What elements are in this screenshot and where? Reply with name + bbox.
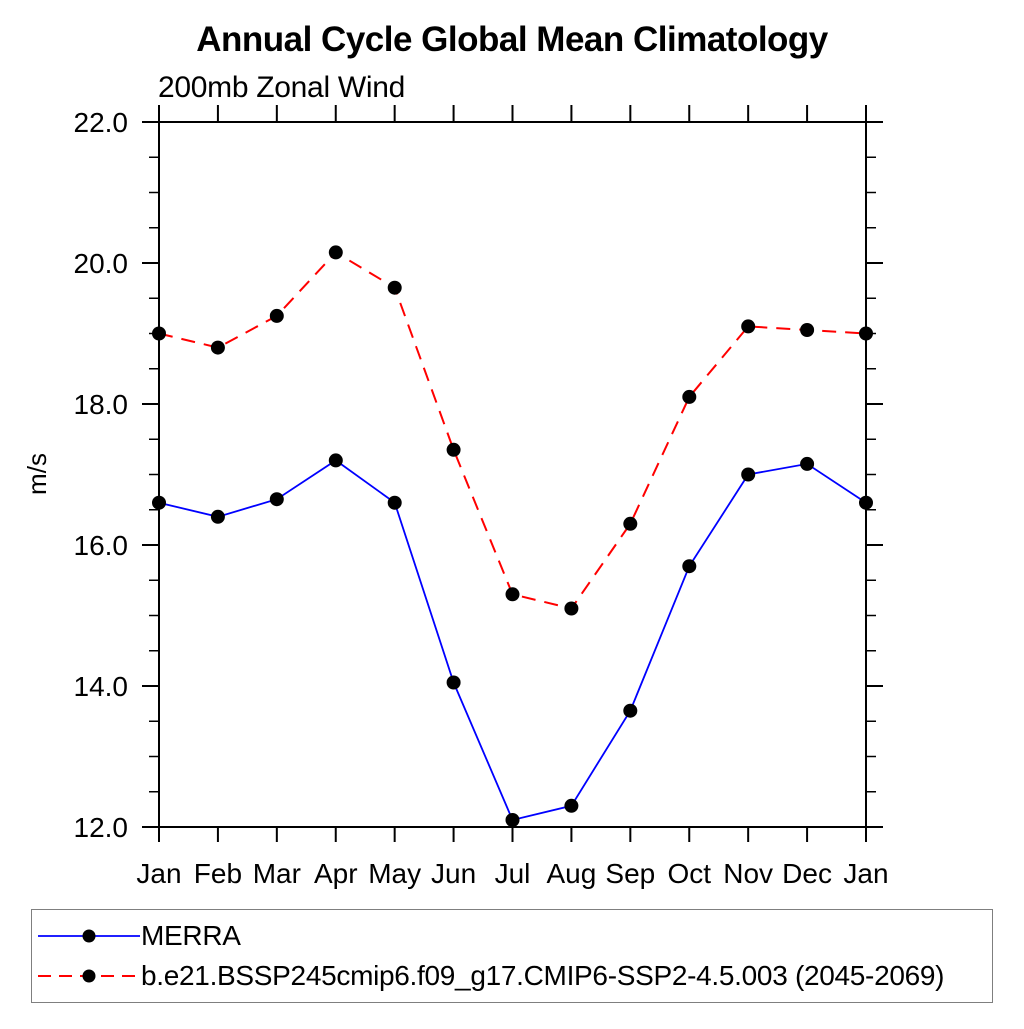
y-tick-label: 18.0 [74,389,129,420]
legend-label: b.e21.BSSP245cmip6.f09_g17.CMIP6-SSP2-4.… [141,960,945,991]
y-tick-label: 14.0 [74,671,129,702]
data-point [505,813,520,827]
data-point [623,703,638,718]
plot-axes: Jan Feb Mar Apr May Jun Jul Aug Sep Oct Nov Dec Jan1… [74,105,889,889]
data-point [387,495,402,510]
data-point [859,326,873,341]
data-point [269,492,284,507]
x-tick-label: Aug [547,858,597,889]
y-tick-label: 16.0 [74,530,129,561]
data-point [210,509,225,524]
x-tick-label: Feb [194,858,242,889]
data-point [800,323,815,337]
series-line [158,251,867,610]
plot-frame [158,121,867,828]
data-point [152,326,166,341]
y-axis-label: m/s [22,453,52,495]
legend-marker-dot [82,929,96,943]
legend-label: MERRA [141,920,241,951]
chart-title: Annual Cycle Global Mean Climatology [196,20,829,59]
y-tick-label: 12.0 [74,812,129,843]
x-tick-label: Oct [667,858,711,889]
data-point [564,798,579,813]
data-point [446,675,461,690]
data-point [328,245,343,260]
x-tick-label: Jan [843,858,888,889]
x-tick-label: May [368,858,421,889]
data-point [210,340,225,355]
data-point [152,495,166,510]
plot-series [152,245,873,827]
legend-marker-dot [82,969,96,983]
data-point [446,442,461,457]
data-point [741,467,756,482]
data-point [741,319,756,334]
data-point [564,601,579,616]
legend-item: b.e21.BSSP245cmip6.f09_g17.CMIP6-SSP2-4.… [37,960,992,993]
legend-key-dashed-line [38,969,140,983]
data-point [859,495,873,510]
data-point [505,587,520,602]
x-tick-label: Sep [605,858,655,889]
data-point [682,389,697,404]
x-tick-label: Jan [136,858,181,889]
data-point [623,516,638,531]
series-line [158,459,867,822]
data-point [682,559,697,574]
legend-key-solid-line [38,929,140,943]
x-tick-label: Dec [782,858,832,889]
data-point [269,308,284,323]
x-tick-label: Jun [431,858,476,889]
x-tick-label: Nov [723,858,773,889]
chart-subtitle: 200mb Zonal Wind [158,71,405,104]
y-tick-label: 20.0 [74,248,129,279]
legend-box: MERRA b.e21.BSSP245cmip6.f09_g17.CMIP6-SS… [31,909,993,1003]
y-tick-label: 22.0 [74,107,129,138]
legend-item: MERRA [37,920,992,953]
x-tick-label: Mar [253,858,301,889]
data-point [387,280,402,295]
x-tick-label: Apr [314,858,358,889]
data-point [328,453,343,468]
data-point [800,456,815,471]
x-tick-label: Jul [495,858,531,889]
